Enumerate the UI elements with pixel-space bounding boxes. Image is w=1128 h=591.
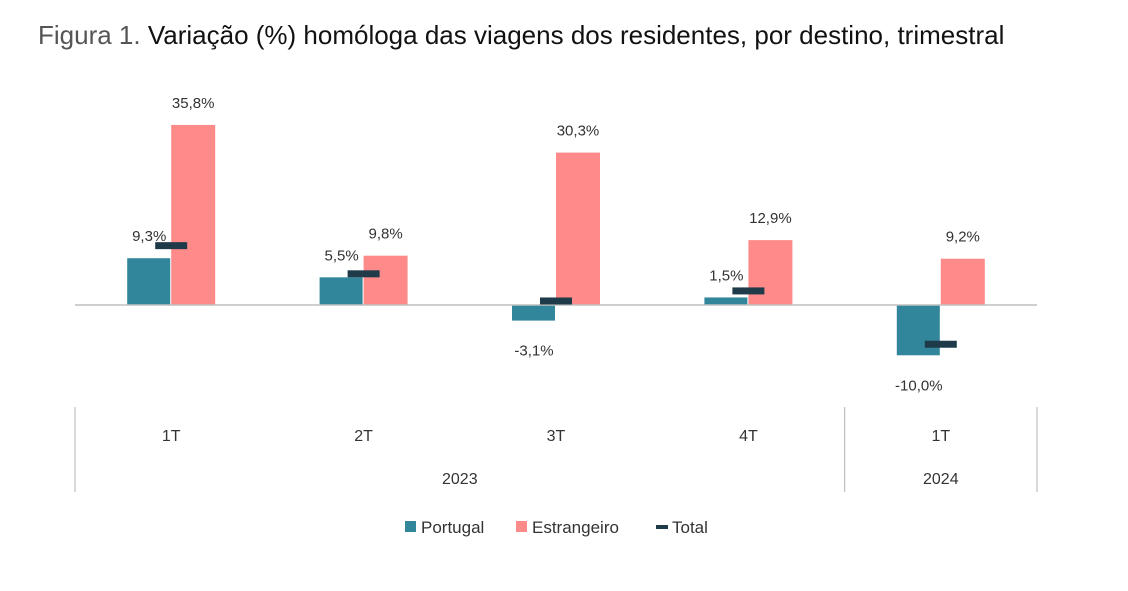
x-tick-label-3: 3T <box>547 428 566 445</box>
marker-total-3 <box>540 297 572 305</box>
marker-total-1 <box>155 242 188 250</box>
label-estrangeiro-4: 12,9% <box>749 210 792 227</box>
label-estrangeiro-2: 9,8% <box>368 226 402 243</box>
marker-total-5 <box>924 340 957 348</box>
data-labels-layer: 9,3% 35,8% 5,5% 9,8% -3,1% 30,3% 1,5% 12,9% -10,… <box>132 95 980 394</box>
legend-label-portugal: Portugal <box>421 518 484 537</box>
x-axis: 1T 2T 3T 4T 1T 2023 2024 <box>74 407 1038 492</box>
label-portugal-4: 1,5% <box>709 267 743 284</box>
bar-portugal-1 <box>127 258 171 305</box>
label-portugal-5: -10,0% <box>895 377 943 394</box>
x-tick-label-2: 2T <box>354 428 373 445</box>
label-estrangeiro-5: 9,2% <box>946 229 980 246</box>
marker-total-4 <box>732 287 765 295</box>
x-tick-label-1: 1T <box>162 428 181 445</box>
bar-estrangeiro-3 <box>556 152 600 305</box>
label-portugal-3: -3,1% <box>514 343 553 360</box>
bar-portugal-3 <box>512 305 555 321</box>
title-text: Variação (%) homóloga das viagens dos re… <box>147 20 1005 50</box>
bar-estrangeiro-2 <box>363 255 408 305</box>
legend-label-estrangeiro: Estrangeiro <box>532 518 619 537</box>
total-markers-layer <box>155 242 957 348</box>
figure-number: Figura 1. <box>38 20 141 50</box>
label-portugal-2: 5,5% <box>324 247 358 264</box>
bar-estrangeiro-1 <box>171 124 216 306</box>
marker-total-2 <box>347 270 380 278</box>
legend-swatch-total <box>656 525 668 529</box>
x-group-label-1: 2023 <box>442 471 478 488</box>
bar-estrangeiro-5 <box>940 258 985 305</box>
x-tick-label-5: 1T <box>931 428 950 445</box>
bar-estrangeiro-4 <box>748 240 793 305</box>
chart-title: Figura 1. Variação (%) homóloga das viag… <box>38 20 1004 51</box>
label-portugal-1: 9,3% <box>132 228 166 245</box>
bars-layer <box>127 124 985 356</box>
x-group-label-2: 2024 <box>923 471 959 488</box>
label-estrangeiro-3: 30,3% <box>557 123 600 140</box>
label-estrangeiro-1: 35,8% <box>172 95 215 112</box>
bar-portugal-5 <box>896 305 940 356</box>
bar-portugal-4 <box>704 297 748 305</box>
legend-swatch-portugal <box>405 521 416 532</box>
legend-swatch-estrangeiro <box>516 521 527 532</box>
legend-label-total: Total <box>672 518 708 537</box>
bar-portugal-2 <box>319 277 363 305</box>
legend: Portugal Estrangeiro Total <box>405 518 708 537</box>
x-tick-label-4: 4T <box>739 428 758 445</box>
